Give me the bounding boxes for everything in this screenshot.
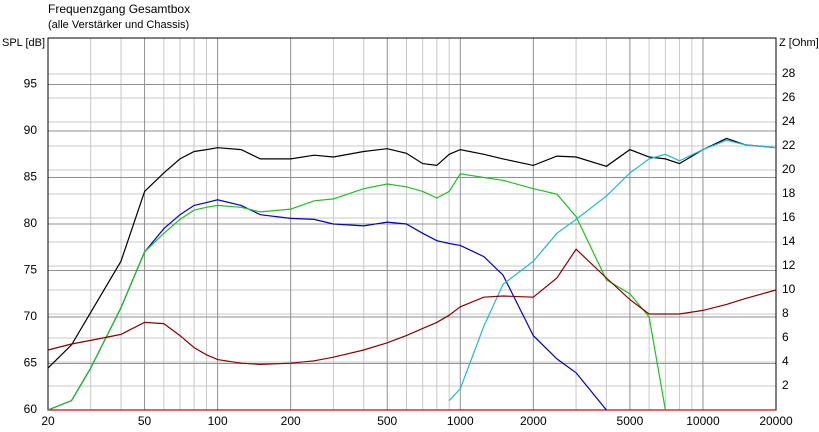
y2-tick-label: 6 xyxy=(782,330,789,344)
y-tick-label: 85 xyxy=(24,170,38,184)
y2-tick-label: 2 xyxy=(782,378,789,392)
y2-tick-label: 4 xyxy=(782,354,789,368)
series-line xyxy=(47,199,607,411)
y2-axis-label: Z [Ohm] xyxy=(779,37,819,49)
x-tick-label: 20000 xyxy=(759,414,793,428)
chart-subtitle: (alle Verstärker und Chassis) xyxy=(48,19,189,31)
y2-tick-label: 10 xyxy=(782,282,796,296)
x-tick-label: 50 xyxy=(138,414,152,428)
y2-tick-label: 22 xyxy=(782,138,796,152)
x-tick-label: 1000 xyxy=(447,414,474,428)
y-tick-label: 75 xyxy=(24,263,38,277)
x-tick-label: 10000 xyxy=(686,414,720,428)
y-tick-label: 65 xyxy=(24,356,38,370)
y-tick-label: 90 xyxy=(24,123,38,137)
x-tick-label: 5000 xyxy=(617,414,644,428)
y-axis-label: SPL [dB] xyxy=(2,37,45,49)
x-tick-label: 500 xyxy=(377,414,397,428)
chart-title: Frequenzgang Gesamtbox xyxy=(48,2,190,16)
y2-tick-label: 12 xyxy=(782,258,796,272)
x-tick-label: 2000 xyxy=(520,414,547,428)
series-line xyxy=(47,248,777,366)
y2-tick-label: 28 xyxy=(782,66,796,80)
series-line xyxy=(47,137,777,369)
y-tick-label: 60 xyxy=(24,402,38,416)
y2-tick-label: 20 xyxy=(782,162,796,176)
y2-tick-label: 16 xyxy=(782,210,796,224)
y2-tick-label: 24 xyxy=(782,114,796,128)
y-tick-label: 70 xyxy=(24,309,38,323)
y-tick-label: 95 xyxy=(24,77,38,91)
x-tick-label: 20 xyxy=(41,414,55,428)
x-tick-label: 100 xyxy=(208,414,228,428)
y2-tick-label: 18 xyxy=(782,186,796,200)
series-line xyxy=(448,139,777,402)
y2-tick-label: 8 xyxy=(782,306,789,320)
y-tick-label: 80 xyxy=(24,216,38,230)
y2-tick-label: 14 xyxy=(782,234,796,248)
y2-tick-label: 26 xyxy=(782,90,796,104)
x-tick-label: 200 xyxy=(281,414,301,428)
series-line xyxy=(47,173,666,411)
